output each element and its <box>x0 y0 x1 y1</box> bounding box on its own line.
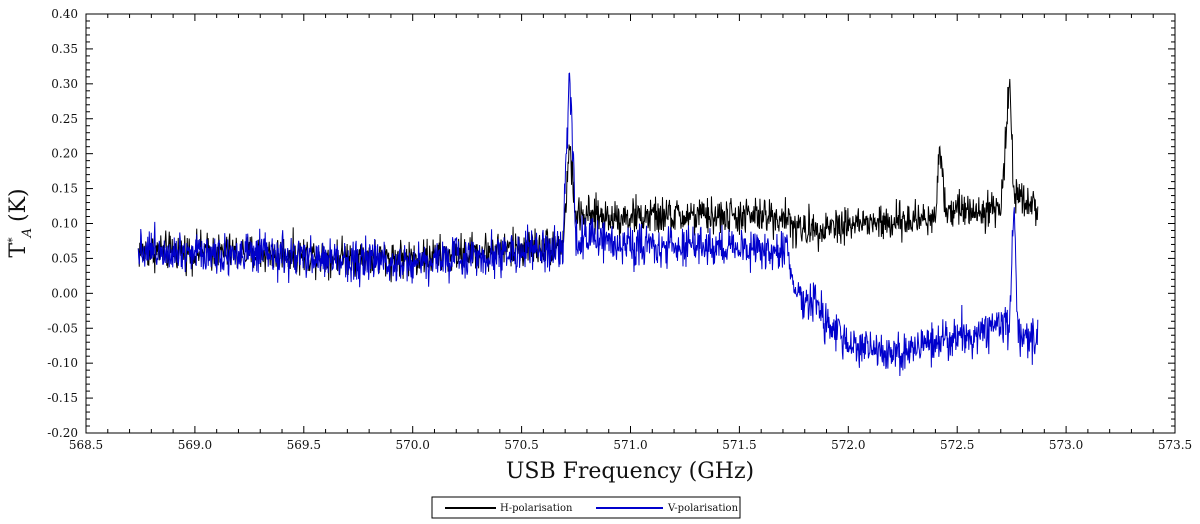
x-tick-labels: 568.5 569.0 569.5 570.0 570.5 571.0 571.5 572.0… <box>69 438 1192 452</box>
series-line-v-polarisation <box>137 72 1039 377</box>
y-tick-label: 0.15 <box>51 182 78 196</box>
y-tick-label: 0.30 <box>51 77 78 91</box>
y-axis-title-sub: A <box>20 228 35 238</box>
y-tick-label: 0.40 <box>51 7 78 21</box>
y-tick-label: 0.20 <box>51 147 78 161</box>
series-layer <box>137 72 1039 377</box>
x-tick-label: 570.5 <box>504 438 538 452</box>
y-axis-title: T*A (K) <box>6 188 35 257</box>
legend-box <box>431 496 741 519</box>
x-tick-label: 569.0 <box>178 438 212 452</box>
x-tick-label: 570.0 <box>396 438 430 452</box>
y-tick-label: 0.05 <box>51 251 78 265</box>
y-tick-label: 0.10 <box>51 217 78 231</box>
x-tick-label: 568.5 <box>69 438 103 452</box>
x-tick-label: 569.5 <box>287 438 321 452</box>
y-tick-label: 0.25 <box>51 112 78 126</box>
x-tick-label: 572.5 <box>940 438 974 452</box>
y-tick-label: -0.05 <box>47 321 78 335</box>
y-tick-label: -0.20 <box>47 426 78 440</box>
y-tick-label: -0.10 <box>47 356 78 370</box>
x-tick-label: 573.0 <box>1049 438 1083 452</box>
y-axis-title-sup: * <box>6 237 19 243</box>
x-tick-label: 572.0 <box>831 438 865 452</box>
x-axis-title: USB Frequency (GHz) <box>506 459 754 484</box>
y-tick-label: 0.00 <box>51 286 78 300</box>
x-tick-label: 573.5 <box>1158 438 1192 452</box>
x-tick-label: 571.0 <box>613 438 647 452</box>
svg-text:T*A(K): T*A (K) <box>6 188 35 257</box>
y-axis-title-unit: (K) <box>6 188 31 222</box>
legend-label-h: H-polarisation <box>500 503 573 514</box>
y-tick-label: 0.35 <box>51 42 78 56</box>
legend-label-v: V-polarisation <box>667 503 739 514</box>
x-tick-label: 571.5 <box>722 438 756 452</box>
y-axis-title-main: T <box>6 243 31 258</box>
axis-ticks <box>85 13 1176 434</box>
y-tick-label: -0.15 <box>47 391 78 405</box>
legend: H-polarisation V-polarisation <box>431 496 741 519</box>
y-tick-labels: -0.20 -0.15 -0.10 -0.05 0.00 0.05 0.10 0.15 0.20… <box>47 7 78 440</box>
